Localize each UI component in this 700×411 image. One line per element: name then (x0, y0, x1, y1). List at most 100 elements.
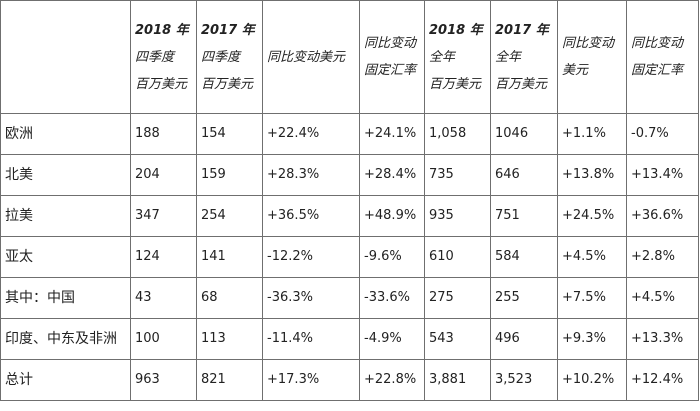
cell-q4-yoy-fx: +48.9% (359, 195, 425, 237)
cell-q4-yoy-usd: +28.3% (262, 154, 360, 196)
cell-fy-yoy-usd: +10.2% (557, 359, 627, 401)
header-q4-yoy-fx-l1: 同比变动 (364, 36, 417, 51)
header-q4-yoy-fx: 同比变动 固定汇率 (359, 0, 425, 114)
cell-q4-yoy-fx: -33.6% (359, 277, 425, 319)
cell-fy-2017: 584 (490, 236, 558, 278)
cell-q4-yoy-fx: +24.1% (359, 113, 425, 155)
cell-fy-yoy-usd: +13.8% (557, 154, 627, 196)
row-label: 亚太 (0, 236, 131, 278)
table-row: 亚太 124 141 -12.2% -9.6% 610 584 +4.5% +2… (0, 236, 699, 278)
cell-fy-yoy-usd: +24.5% (557, 195, 627, 237)
cell-q4-yoy-fx: +22.8% (359, 359, 425, 401)
table-row: 欧洲 188 154 +22.4% +24.1% 1,058 1046 +1.1… (0, 113, 699, 155)
cell-q4-yoy-usd: +17.3% (262, 359, 360, 401)
header-q4-2018-year: 2018 年 (135, 22, 189, 38)
header-q4-2018-period: 四季度 (135, 49, 175, 65)
cell-q4-2018: 100 (130, 318, 197, 360)
cell-fy-yoy-fx: -0.7% (626, 113, 699, 155)
header-fy-2017-period: 全年 (495, 49, 522, 65)
header-fy-yoy-fx-l2: 固定汇率 (631, 63, 684, 78)
header-corner (0, 0, 131, 114)
header-q4-yoy-usd: 同比变动美元 (262, 0, 360, 114)
cell-fy-2018: 543 (424, 318, 491, 360)
cell-fy-2017: 646 (490, 154, 558, 196)
table-row: 其中：中国 43 68 -36.3% -33.6% 275 255 +7.5% … (0, 277, 699, 319)
header-fy-2018-period: 全年 (429, 49, 456, 65)
cell-fy-2017: 3,523 (490, 359, 558, 401)
cell-fy-yoy-fx: +2.8% (626, 236, 699, 278)
header-fy-2018-year: 2018 年 (429, 22, 483, 38)
cell-q4-yoy-usd: -11.4% (262, 318, 360, 360)
cell-fy-2018: 935 (424, 195, 491, 237)
table-row: 拉美 347 254 +36.5% +48.9% 935 751 +24.5% … (0, 195, 699, 237)
row-label: 欧洲 (0, 113, 131, 155)
table-row-total: 总计 963 821 +17.3% +22.8% 3,881 3,523 +10… (0, 359, 699, 401)
cell-fy-2018: 1,058 (424, 113, 491, 155)
cell-fy-yoy-fx: +36.6% (626, 195, 699, 237)
cell-q4-yoy-fx: +28.4% (359, 154, 425, 196)
header-q4-yoy-usd-label: 同比变动美元 (267, 49, 346, 65)
header-fy-2017-year: 2017 年 (495, 22, 549, 38)
cell-q4-yoy-usd: -36.3% (262, 277, 360, 319)
header-fy-yoy-fx-l1: 同比变动 (631, 36, 684, 51)
regional-sales-table: 2018 年 四季度 百万美元 2017 年 四季度 百万美元 同比变动美元 同… (0, 0, 699, 401)
cell-q4-2017: 113 (196, 318, 263, 360)
cell-q4-2017: 68 (196, 277, 263, 319)
cell-fy-2017: 496 (490, 318, 558, 360)
cell-q4-2018: 347 (130, 195, 197, 237)
header-fy-yoy-fx: 同比变动 固定汇率 (626, 0, 699, 114)
header-fy-yoy-usd-l1: 同比变动 (562, 36, 615, 51)
header-q4-2018: 2018 年 四季度 百万美元 (130, 0, 197, 114)
cell-fy-2017: 255 (490, 277, 558, 319)
table-row: 印度、中东及非洲 100 113 -11.4% -4.9% 543 496 +9… (0, 318, 699, 360)
cell-fy-yoy-fx: +12.4% (626, 359, 699, 401)
cell-q4-yoy-usd: +36.5% (262, 195, 360, 237)
cell-fy-yoy-usd: +7.5% (557, 277, 627, 319)
row-label: 印度、中东及非洲 (0, 318, 131, 360)
cell-fy-2018: 275 (424, 277, 491, 319)
header-fy-2018-unit: 百万美元 (429, 76, 482, 92)
header-q4-2017-period: 四季度 (201, 49, 241, 65)
cell-fy-2018: 735 (424, 154, 491, 196)
cell-q4-2018: 204 (130, 154, 197, 196)
header-q4-yoy-fx-l2: 固定汇率 (364, 63, 417, 78)
cell-q4-2017: 154 (196, 113, 263, 155)
cell-q4-yoy-fx: -9.6% (359, 236, 425, 278)
cell-fy-2018: 610 (424, 236, 491, 278)
header-q4-2017: 2017 年 四季度 百万美元 (196, 0, 263, 114)
cell-fy-yoy-fx: +4.5% (626, 277, 699, 319)
cell-fy-2017: 751 (490, 195, 558, 237)
cell-q4-2017: 159 (196, 154, 263, 196)
header-fy-2018: 2018 年 全年 百万美元 (424, 0, 491, 114)
cell-q4-2018: 188 (130, 113, 197, 155)
cell-q4-yoy-usd: -12.2% (262, 236, 360, 278)
cell-fy-yoy-fx: +13.3% (626, 318, 699, 360)
cell-fy-yoy-usd: +9.3% (557, 318, 627, 360)
cell-q4-2018: 963 (130, 359, 197, 401)
row-label: 拉美 (0, 195, 131, 237)
cell-q4-2017: 254 (196, 195, 263, 237)
header-q4-2017-year: 2017 年 (201, 22, 255, 38)
header-fy-2017-unit: 百万美元 (495, 76, 548, 92)
header-fy-2017: 2017 年 全年 百万美元 (490, 0, 558, 114)
cell-q4-yoy-fx: -4.9% (359, 318, 425, 360)
cell-fy-yoy-usd: +1.1% (557, 113, 627, 155)
cell-fy-2018: 3,881 (424, 359, 491, 401)
header-fy-yoy-usd-l2: 美元 (562, 63, 589, 78)
header-q4-2017-unit: 百万美元 (201, 76, 254, 92)
header-row: 2018 年 四季度 百万美元 2017 年 四季度 百万美元 同比变动美元 同… (0, 0, 699, 114)
cell-q4-2017: 141 (196, 236, 263, 278)
cell-fy-2017: 1046 (490, 113, 558, 155)
cell-q4-yoy-usd: +22.4% (262, 113, 360, 155)
row-label: 其中：中国 (0, 277, 131, 319)
header-fy-yoy-usd: 同比变动 美元 (557, 0, 627, 114)
cell-q4-2018: 43 (130, 277, 197, 319)
cell-fy-yoy-fx: +13.4% (626, 154, 699, 196)
cell-q4-2018: 124 (130, 236, 197, 278)
row-label: 北美 (0, 154, 131, 196)
cell-q4-2017: 821 (196, 359, 263, 401)
cell-fy-yoy-usd: +4.5% (557, 236, 627, 278)
header-q4-2018-unit: 百万美元 (135, 76, 188, 92)
row-label: 总计 (0, 359, 131, 401)
table-row: 北美 204 159 +28.3% +28.4% 735 646 +13.8% … (0, 154, 699, 196)
